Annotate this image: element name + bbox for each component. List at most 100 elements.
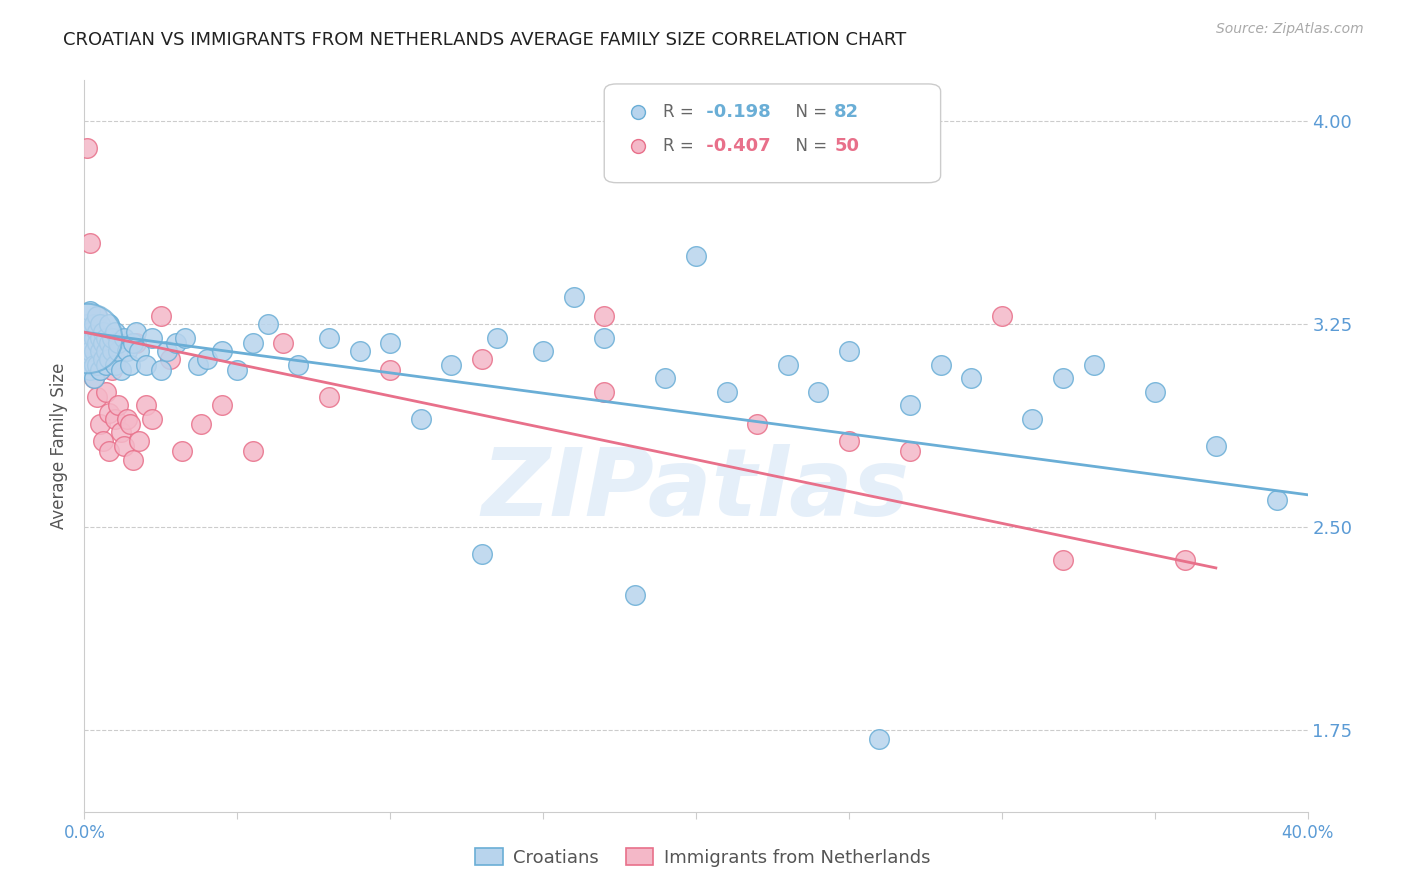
Text: N =: N = [786, 103, 832, 120]
Point [97, 336, 120, 351]
Point [76, 336, 98, 351]
Point [104, 412, 127, 426]
Point [79, 344, 101, 359]
Point [287, 358, 309, 372]
Y-axis label: Average Family Size: Average Family Size [51, 363, 69, 529]
Point [1265, 493, 1288, 508]
Point [115, 344, 138, 359]
Point [101, 331, 124, 345]
Point [79, 325, 101, 339]
Point [257, 317, 280, 331]
Point [1052, 371, 1074, 385]
Point [471, 352, 494, 367]
Point [1143, 384, 1166, 399]
Point [898, 398, 921, 412]
Point [89, 363, 111, 377]
Point [165, 336, 187, 351]
Point [991, 309, 1014, 323]
Point [101, 344, 124, 359]
Point [838, 434, 860, 448]
Point [122, 336, 145, 351]
Text: CROATIAN VS IMMIGRANTS FROM NETHERLANDS AVERAGE FAMILY SIZE CORRELATION CHART: CROATIAN VS IMMIGRANTS FROM NETHERLANDS … [63, 31, 907, 49]
Point [1052, 553, 1074, 567]
Point [172, 444, 194, 458]
Point [776, 358, 799, 372]
Point [409, 412, 432, 426]
Point [83, 331, 105, 345]
Point [685, 249, 707, 263]
Point [349, 344, 371, 359]
Point [593, 331, 616, 345]
Point [120, 417, 142, 432]
Point [135, 358, 157, 372]
Point [929, 358, 952, 372]
Point [91, 325, 114, 339]
Point [159, 352, 181, 367]
Point [107, 336, 129, 351]
Text: R =: R = [664, 137, 699, 155]
Point [174, 331, 197, 345]
Point [654, 371, 676, 385]
Point [91, 352, 114, 367]
Point [97, 317, 120, 331]
Text: R =: R = [664, 103, 699, 120]
Point [807, 384, 830, 399]
Point [86, 325, 108, 339]
Point [125, 325, 148, 339]
Point [91, 336, 114, 351]
Point [125, 336, 148, 351]
Point [83, 317, 105, 331]
Point [86, 358, 108, 372]
Point [318, 390, 340, 404]
Point [440, 358, 463, 372]
Point [112, 439, 135, 453]
Point [186, 358, 208, 372]
Point [89, 317, 111, 331]
Point [1174, 553, 1197, 567]
Point [79, 303, 101, 318]
Point [195, 352, 218, 367]
Point [110, 363, 132, 377]
Point [1083, 358, 1105, 372]
Point [91, 434, 114, 448]
Point [211, 398, 233, 412]
Point [94, 331, 117, 345]
Point [76, 358, 98, 372]
Point [91, 352, 114, 367]
Point [94, 336, 117, 351]
Point [1021, 412, 1043, 426]
Point [83, 371, 105, 385]
Text: 50: 50 [834, 137, 859, 155]
Point [89, 336, 111, 351]
Point [86, 309, 108, 323]
Point [76, 331, 98, 345]
Point [104, 325, 127, 339]
Point [318, 331, 340, 345]
Point [86, 309, 108, 323]
Point [79, 235, 101, 250]
Point [115, 412, 138, 426]
Point [242, 444, 264, 458]
Point [149, 309, 172, 323]
Point [89, 344, 111, 359]
Point [531, 344, 554, 359]
Text: 82: 82 [834, 103, 859, 120]
Point [83, 371, 105, 385]
Point [593, 309, 616, 323]
Point [86, 336, 108, 351]
Point [128, 434, 150, 448]
Point [122, 452, 145, 467]
Point [79, 344, 101, 359]
Point [83, 358, 105, 372]
Point [89, 417, 111, 432]
Text: N =: N = [786, 137, 832, 155]
Point [1205, 439, 1227, 453]
Point [149, 363, 172, 377]
Point [156, 344, 179, 359]
Point [76, 317, 98, 331]
Point [211, 344, 233, 359]
Point [97, 407, 120, 421]
Point [94, 384, 117, 399]
Point [271, 336, 294, 351]
Point [79, 363, 101, 377]
